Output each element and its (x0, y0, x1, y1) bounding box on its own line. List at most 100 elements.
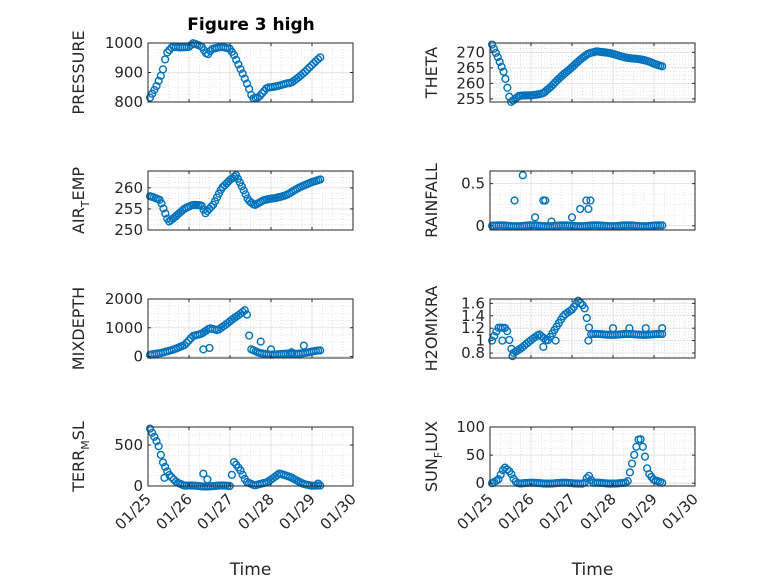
data-point (316, 53, 325, 62)
data-point (567, 213, 577, 222)
data-point (316, 346, 325, 355)
y-tick-label: 1.2 (461, 319, 485, 337)
data-point (491, 48, 500, 57)
data-point (658, 329, 667, 339)
y-tick-label: 260 (114, 179, 143, 197)
y-axis-label: H2OMIXRA (422, 286, 441, 372)
data-point (574, 296, 583, 305)
y-tick-label: 0 (133, 477, 143, 495)
y-tick-label: 255 (114, 200, 143, 218)
data-point (256, 337, 265, 346)
data-point (227, 470, 236, 479)
data-point (503, 465, 512, 474)
data-point (161, 55, 170, 64)
data-point (495, 57, 504, 66)
x-tick-label: 01/28 (577, 490, 620, 533)
data-point (309, 59, 318, 68)
data-point (584, 204, 593, 214)
y-axis-label: RAINFALL (422, 163, 441, 238)
axes-background (490, 171, 695, 230)
data-point (245, 331, 254, 340)
axes-box (489, 42, 696, 103)
axes-box (489, 170, 696, 231)
x-tick-label: 01/27 (194, 490, 237, 533)
data-point (638, 442, 647, 451)
panel-h2omixra: 0.811.21.41.6 H2OMIXRA (422, 286, 696, 372)
data-point (184, 336, 193, 345)
y-tick-label: 0.8 (461, 344, 485, 362)
data-point (497, 62, 506, 71)
data-point (576, 204, 585, 214)
axes-box (147, 170, 354, 231)
data-point (494, 475, 503, 484)
data-point (148, 428, 157, 437)
data-point (158, 65, 168, 74)
data-point (498, 336, 507, 345)
data-point (503, 83, 512, 92)
data-point (582, 313, 591, 323)
x-tick-label: 01/28 (235, 490, 278, 533)
y-axis-label: SUNFLUX (422, 421, 445, 492)
data-point (241, 190, 250, 199)
y-tick-label: 100 (456, 418, 485, 436)
data-point (161, 209, 170, 218)
data-point (501, 74, 510, 83)
data-point (242, 310, 252, 319)
data-point (210, 197, 220, 206)
data-point (237, 182, 246, 191)
data-point (163, 48, 172, 57)
data-point (205, 343, 214, 353)
data-point (266, 345, 276, 354)
data-point (496, 470, 505, 479)
data-point (199, 469, 208, 478)
data-point (307, 61, 316, 70)
data-point (584, 336, 593, 345)
y-tick-label: 0 (475, 217, 485, 235)
data-point (287, 348, 296, 357)
y-tick-label: 0.5 (461, 175, 485, 193)
data-point (503, 326, 512, 336)
data-point (235, 178, 245, 187)
panel-mixdepth: 0 1000 2000 MIXDEPTH (69, 287, 354, 370)
data-point (316, 175, 325, 184)
x-tick-label: 01/29 (618, 490, 661, 533)
data-point (582, 196, 591, 205)
y-tick-label: 1000 (105, 319, 143, 337)
x-tick-label: 01/26 (153, 490, 196, 533)
y-tick-label: 500 (114, 436, 143, 454)
y-axis-label: THETA (422, 47, 441, 99)
y-tick-label: 270 (456, 43, 485, 61)
y-tick-label: 2000 (105, 290, 143, 308)
data-point (625, 468, 634, 477)
y-axis-label: TERRMSL (69, 421, 92, 493)
data-point (630, 450, 639, 459)
data-point (156, 450, 165, 459)
data-point (313, 55, 323, 64)
data-point (314, 479, 323, 488)
data-point (161, 462, 170, 471)
data-point (154, 76, 163, 85)
x-tick-label: 01/29 (276, 490, 319, 533)
axes-box (147, 426, 354, 487)
y-tick-label: 1 (475, 332, 485, 350)
data-point (551, 336, 560, 345)
data-point (206, 46, 215, 56)
data-point (508, 352, 517, 361)
data-point (238, 470, 247, 479)
figure-title: Figure 3 high (187, 15, 315, 35)
data-point (299, 341, 308, 350)
axes-box (489, 426, 696, 487)
y-tick-label: 265 (456, 59, 485, 77)
data-point (145, 424, 155, 433)
panel-rainfall: 0 0.5 RAINFALL (422, 163, 696, 238)
data-point (240, 74, 249, 83)
x-tick-label: 01/27 (536, 490, 579, 533)
data-point (253, 93, 262, 102)
data-point (640, 452, 650, 461)
data-point (229, 50, 239, 60)
data-point (150, 432, 159, 441)
data-point (160, 473, 169, 482)
data-point (490, 331, 499, 341)
data-point (240, 306, 249, 315)
